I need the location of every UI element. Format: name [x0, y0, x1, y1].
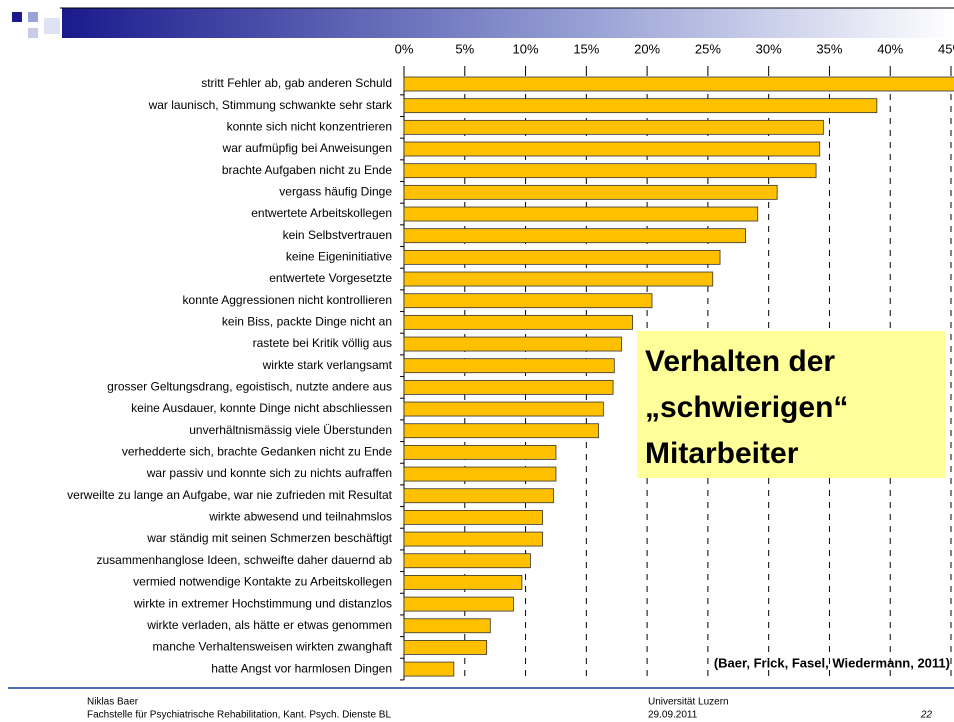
y-tick-label: unverhältnismässig viele Überstunden — [189, 423, 392, 437]
x-tick-label: 20% — [634, 41, 660, 56]
footer-university: Universität Luzern — [648, 697, 729, 708]
bar — [403, 379, 614, 395]
footer-page: 22 — [920, 710, 933, 721]
y-tick-label: rastete bei Kritik völlig aus — [253, 336, 392, 350]
footer-date: 29.09.2011 — [648, 710, 698, 721]
bar — [403, 575, 523, 590]
bar — [403, 423, 599, 439]
y-tick-label: hatte Angst vor harmlosen Dingen — [211, 661, 392, 675]
y-tick-label: entwertete Arbeitskollegen — [251, 206, 392, 220]
bar — [403, 98, 878, 114]
deco — [28, 12, 38, 22]
annotation-title: Mitarbeiter — [645, 437, 799, 470]
y-tick-label: wirkte stark verlangsamt — [262, 358, 393, 372]
x-tick-label: 25% — [695, 41, 721, 56]
bar — [403, 466, 557, 482]
y-tick-label: brachte Aufgaben nicht zu Ende — [222, 163, 392, 177]
annotation-title: Verhalten der — [645, 345, 835, 378]
y-tick-label: stritt Fehler ab, gab anderen Schuld — [201, 76, 392, 90]
bar — [403, 206, 759, 222]
bar — [403, 314, 633, 330]
x-tick-label: 15% — [573, 41, 599, 56]
y-tick-label: wirkte verladen, als hätte er etwas geno… — [146, 618, 392, 632]
y-tick-label: verhedderte sich, brachte Gedanken nicht… — [122, 445, 392, 459]
y-tick-label: keine Ausdauer, konnte Dinge nicht absch… — [131, 401, 392, 415]
bar — [403, 488, 554, 504]
y-tick-label: verweilte zu lange an Aufgabe, war nie z… — [67, 488, 393, 502]
bar — [403, 228, 746, 244]
y-tick-label: manche Verhaltensweisen wirkten zwanghaf… — [153, 640, 393, 654]
y-tick-label: war ständig mit seinen Schmerzen beschäf… — [146, 531, 392, 545]
footer-affiliation: Fachstelle für Psychiatrische Rehabilita… — [87, 710, 391, 721]
y-tick-label: war launisch, Stimmung schwankte sehr st… — [148, 98, 393, 112]
y-tick-label: kein Selbstvertrauen — [283, 228, 392, 242]
y-tick-label: wirkte abwesend und teilnahmslos — [208, 510, 392, 524]
bar — [403, 293, 653, 309]
x-tick-label: 40% — [877, 41, 903, 56]
deco — [12, 12, 22, 22]
y-tick-label: entwertete Vorgesetzte — [269, 271, 392, 285]
bar — [403, 444, 557, 460]
y-tick-label: war aufmüpfig bei Anweisungen — [222, 141, 392, 155]
bar — [403, 76, 954, 92]
y-tick-label: konnte Aggressionen nicht kontrollieren — [183, 293, 392, 307]
y-tick-label: kein Biss, packte Dinge nicht an — [222, 315, 392, 329]
deco — [28, 28, 38, 38]
x-tick-label: 45% — [938, 41, 954, 56]
source: (Baer, Frick, Fasel, Wiedermann, 2011) — [714, 655, 950, 670]
bar — [403, 553, 531, 569]
bar — [403, 640, 488, 655]
bar — [403, 119, 824, 135]
bar — [403, 141, 821, 157]
bar — [403, 336, 622, 352]
bar — [403, 509, 543, 525]
bar — [403, 358, 615, 374]
y-tick-label: zusammenhanglose Ideen, schweifte daher … — [96, 553, 392, 567]
y-tick-label: vergass häufig Dinge — [279, 185, 392, 199]
y-tick-label: wirkte in extremer Hochstimmung und dist… — [133, 596, 392, 610]
x-tick-label: 30% — [756, 41, 782, 56]
y-tick-label: grosser Geltungsdrang, egoistisch, nutzt… — [107, 380, 392, 394]
annotation-box — [637, 331, 945, 478]
bar — [403, 618, 491, 634]
x-tick-label: 0% — [395, 41, 414, 56]
deco — [44, 18, 60, 34]
bar — [403, 184, 778, 200]
bar — [403, 163, 817, 179]
x-tick-label: 35% — [816, 41, 842, 56]
y-tick-label: war passiv und konnte sich zu nichts auf… — [146, 466, 392, 480]
y-tick-label: keine Eigeninitiative — [286, 250, 392, 264]
bar — [403, 596, 514, 612]
footer-author: Niklas Baer — [87, 697, 139, 708]
y-tick-label: vermied notwendige Kontakte zu Arbeitsko… — [133, 575, 392, 589]
header-bar — [62, 8, 954, 38]
bar — [403, 271, 714, 287]
y-tick-label: konnte sich nicht konzentrieren — [227, 120, 392, 134]
bar — [403, 661, 455, 677]
annotation-title: „schwierigen“ — [645, 391, 848, 424]
bar — [403, 401, 604, 417]
bar — [403, 249, 721, 265]
x-tick-label: 5% — [455, 41, 474, 56]
x-tick-label: 10% — [513, 41, 539, 56]
bar — [403, 531, 543, 547]
